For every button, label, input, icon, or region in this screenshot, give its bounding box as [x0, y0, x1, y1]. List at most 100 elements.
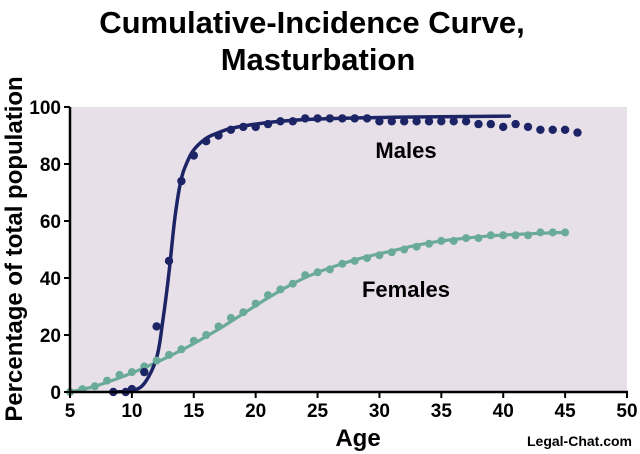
data-point-males	[313, 114, 322, 123]
data-point-males	[548, 125, 557, 134]
data-point-males	[499, 122, 508, 132]
data-point-males	[536, 125, 545, 134]
x-tick-label: 25	[307, 401, 329, 422]
data-point-females	[350, 256, 359, 265]
data-point-females	[90, 382, 99, 391]
data-point-females	[239, 308, 248, 317]
data-point-males	[424, 117, 434, 126]
data-point-males	[461, 117, 471, 126]
data-point-males	[276, 117, 285, 126]
x-tick-label: 35	[431, 401, 453, 422]
data-point-females	[499, 231, 508, 240]
data-point-females	[338, 259, 347, 268]
series-label-females: Females	[362, 277, 450, 302]
data-point-females	[301, 271, 310, 280]
data-point-females	[462, 234, 471, 243]
data-point-males	[387, 117, 396, 126]
data-point-females	[313, 268, 322, 277]
data-point-females	[400, 245, 409, 254]
chart-title-line-1: Cumulative-Incidence Curve,	[99, 5, 525, 40]
data-point-females	[264, 291, 272, 300]
data-point-females	[524, 231, 532, 240]
data-point-males	[400, 117, 409, 126]
data-point-females	[449, 236, 458, 245]
x-tick-label: 20	[245, 401, 266, 422]
data-point-females	[103, 376, 112, 385]
x-tick-label: 40	[493, 401, 514, 422]
data-point-males	[325, 114, 335, 123]
data-point-males	[338, 114, 347, 123]
data-point-males	[350, 114, 359, 123]
data-point-males	[189, 151, 198, 160]
data-point-females	[412, 242, 421, 251]
x-tick-label: 15	[183, 401, 205, 422]
data-point-females	[189, 336, 198, 345]
y-tick-label: 80	[40, 155, 61, 176]
data-point-females	[276, 285, 285, 294]
data-point-males	[362, 114, 372, 123]
data-point-females	[536, 228, 545, 237]
data-point-males	[214, 131, 223, 140]
data-point-females	[474, 234, 483, 243]
data-point-males	[251, 122, 260, 132]
series-label-males: Males	[375, 138, 436, 163]
axes: 5 10 15 20 25 30 35 40 45 50 0 20 40 60 80 100	[29, 98, 637, 422]
data-point-females	[363, 254, 372, 263]
y-tick-label: 40	[40, 269, 61, 290]
chart-title-line-2: Masturbation	[221, 42, 416, 77]
data-point-females	[177, 345, 186, 354]
data-point-females	[548, 228, 557, 237]
data-point-males	[486, 119, 495, 129]
data-point-females	[226, 313, 235, 322]
data-point-females	[375, 251, 384, 260]
data-point-females	[288, 279, 297, 288]
data-point-females	[387, 248, 396, 257]
data-point-females	[202, 331, 211, 339]
data-point-females	[165, 350, 173, 359]
data-point-females	[425, 239, 433, 248]
x-tick-label: 45	[555, 401, 577, 422]
y-tick-label: 60	[40, 212, 61, 233]
data-point-females	[152, 356, 161, 365]
data-point-females	[140, 362, 149, 371]
data-point-males	[140, 367, 149, 377]
y-axis-label: Percentage of total population	[1, 76, 28, 421]
data-point-males	[164, 256, 174, 266]
x-axis-label: Age	[335, 425, 380, 452]
data-point-males	[412, 117, 421, 126]
data-point-males	[177, 176, 186, 186]
data-point-males	[239, 122, 248, 132]
y-tick-label: 0	[50, 383, 61, 404]
data-point-males	[573, 128, 582, 137]
watermark-text: Legal-Chat.com	[527, 433, 632, 449]
data-point-males	[301, 114, 310, 123]
data-point-males	[152, 322, 161, 331]
data-point-males	[511, 119, 520, 129]
data-point-males	[263, 119, 273, 129]
data-point-females	[115, 370, 124, 379]
data-point-males	[437, 117, 446, 126]
data-point-females	[325, 265, 334, 274]
data-point-females	[214, 322, 223, 331]
data-point-males	[523, 122, 533, 132]
data-point-males	[474, 119, 483, 129]
x-tick-label: 5	[65, 401, 76, 422]
x-tick-label: 50	[616, 401, 637, 422]
data-point-males	[226, 125, 236, 134]
data-point-females	[251, 299, 260, 308]
y-tick-label: 20	[40, 326, 61, 347]
data-point-males	[202, 137, 211, 146]
data-point-males	[449, 117, 458, 126]
plot-area	[70, 107, 627, 392]
data-point-males	[288, 117, 297, 126]
data-point-females	[437, 236, 446, 245]
data-point-females	[511, 231, 520, 240]
data-point-females	[127, 368, 136, 377]
y-tick-label: 100	[29, 98, 61, 119]
data-point-males	[560, 125, 570, 134]
x-tick-label: 30	[369, 401, 390, 422]
data-point-females	[561, 228, 570, 237]
data-point-females	[486, 231, 495, 240]
